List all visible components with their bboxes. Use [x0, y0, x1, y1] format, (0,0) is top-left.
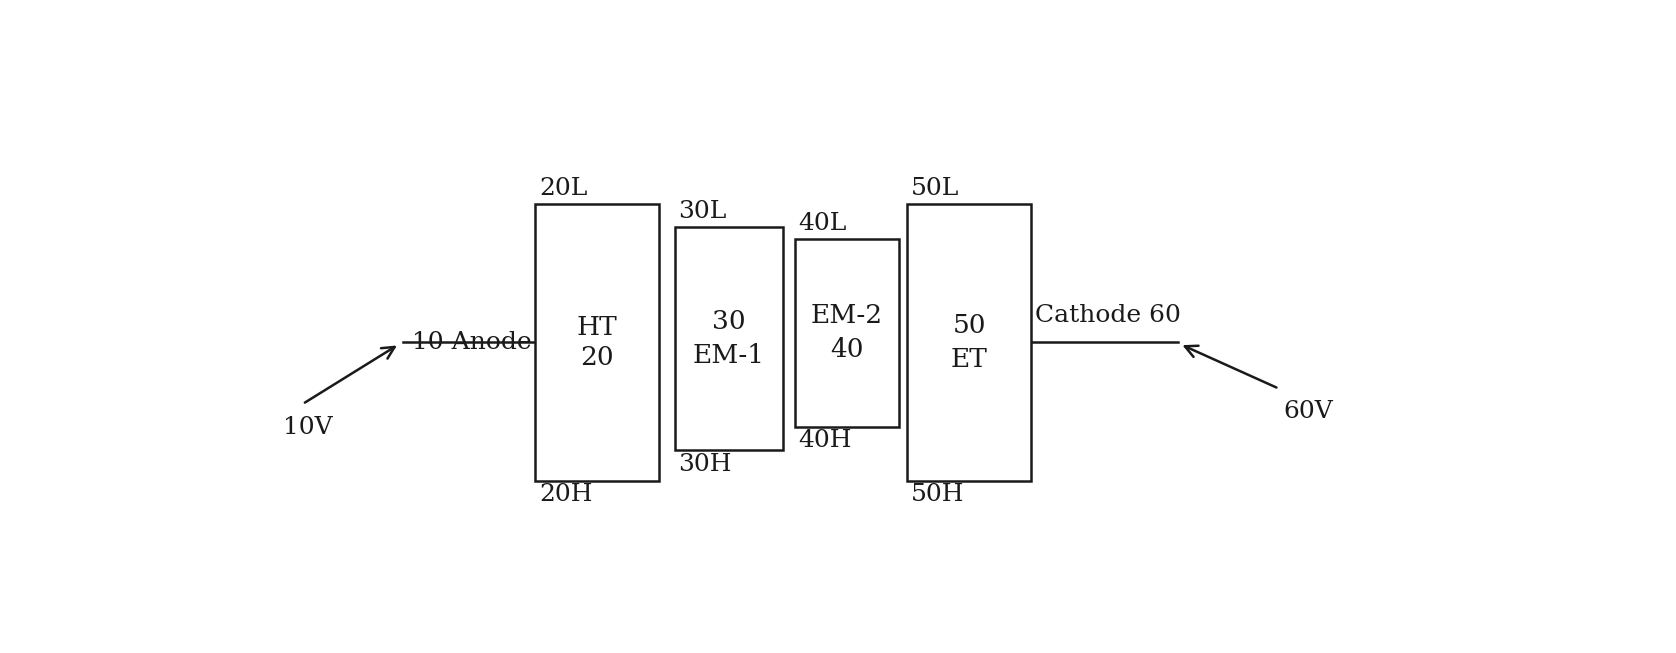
Bar [907, 204, 1031, 481]
Bar [535, 204, 659, 481]
Text: 40L: 40L [798, 212, 846, 234]
Text: HT: HT [577, 315, 617, 340]
Text: 30: 30 [712, 309, 746, 334]
Text: 50L: 50L [910, 177, 959, 200]
Text: 20H: 20H [540, 483, 592, 506]
Text: 10 Anode: 10 Anode [412, 331, 531, 354]
Bar [794, 238, 900, 427]
Text: EM-2: EM-2 [811, 304, 883, 328]
Text: 40H: 40H [798, 430, 851, 453]
Text: 60V: 60V [1282, 400, 1332, 423]
Text: 50H: 50H [910, 483, 964, 506]
Text: 30L: 30L [679, 200, 727, 223]
Text: 30H: 30H [679, 453, 732, 475]
Text: 40: 40 [830, 338, 863, 362]
Text: Cathode 60: Cathode 60 [1034, 304, 1182, 327]
Text: ET: ET [950, 347, 987, 372]
Text: 20L: 20L [540, 177, 587, 200]
Text: 50: 50 [952, 313, 985, 338]
Text: 10V: 10V [283, 415, 334, 439]
Text: EM-1: EM-1 [692, 343, 764, 368]
Text: 20: 20 [580, 345, 613, 370]
Bar [674, 227, 783, 451]
